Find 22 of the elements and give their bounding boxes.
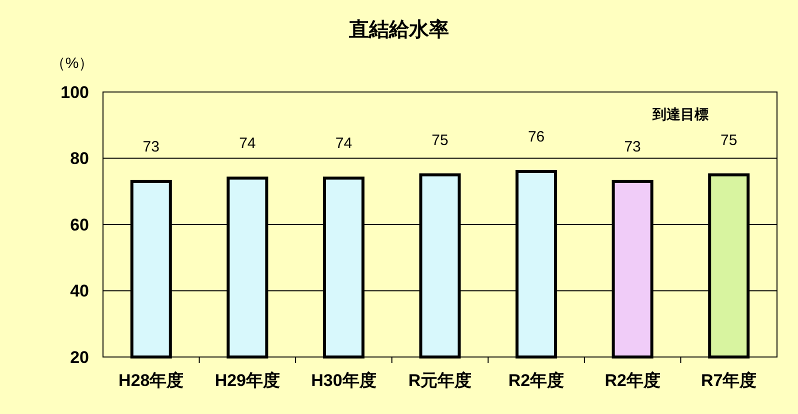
data-label: 75 — [720, 132, 738, 149]
x-tick-label: R7年度 — [700, 371, 757, 390]
y-tick-label: 20 — [70, 348, 89, 367]
x-tick-label: H30年度 — [311, 371, 376, 390]
data-label: 73 — [624, 138, 641, 156]
y-tick-label: 80 — [70, 149, 89, 168]
x-tick-label: R元年度 — [408, 371, 472, 390]
y-tick-label: 40 — [70, 282, 89, 301]
x-tick-label: H28年度 — [118, 371, 184, 390]
annotation: 到達目標 — [652, 106, 709, 122]
y-axis-title: （%） — [50, 55, 94, 72]
data-label: 76 — [528, 128, 545, 146]
x-tick-label: R2年度 — [508, 371, 564, 390]
chart-title: 直結給水率 — [348, 18, 449, 41]
data-label: 73 — [142, 138, 160, 156]
data-label: 74 — [239, 135, 256, 152]
data-label: 75 — [432, 132, 448, 149]
x-tick-label: R2年度 — [604, 371, 660, 390]
y-tick-label: 100 — [60, 82, 89, 102]
data-label: 74 — [335, 135, 352, 152]
y-tick-label: 60 — [70, 215, 89, 234]
x-tick-label: H29年度 — [214, 371, 280, 390]
